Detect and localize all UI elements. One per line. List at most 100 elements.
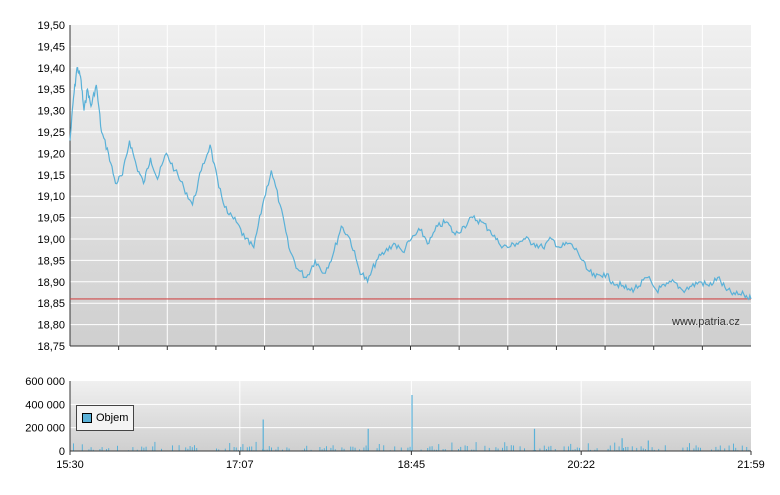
legend-label: Objem bbox=[96, 412, 129, 424]
price-panel: 19,50 19,45 19,40 19,35 19,30 19,25 19,20 19,15… bbox=[37, 20, 752, 353]
volume-bar bbox=[282, 449, 283, 451]
price-series-line bbox=[69, 67, 752, 301]
volume-bar bbox=[187, 448, 189, 451]
volume-bar bbox=[594, 449, 596, 451]
volume-bar bbox=[546, 449, 547, 451]
volume-bar bbox=[572, 449, 574, 451]
volume-bar bbox=[319, 447, 321, 451]
volume-bar bbox=[444, 449, 446, 451]
volume-bar bbox=[636, 447, 638, 451]
volume-bar bbox=[277, 446, 279, 451]
volume-bar bbox=[136, 449, 138, 451]
volume-bar bbox=[194, 445, 195, 451]
volume-bar bbox=[359, 449, 360, 451]
volume-bar bbox=[145, 446, 147, 451]
volume-bar bbox=[88, 449, 90, 451]
volume-bar bbox=[513, 445, 514, 451]
volume-bar bbox=[407, 447, 409, 451]
volume-bar bbox=[488, 447, 490, 451]
volume-bar bbox=[631, 446, 633, 451]
volume-bar bbox=[554, 449, 556, 451]
volume-bar bbox=[310, 449, 312, 451]
volume-bar bbox=[548, 446, 550, 451]
volume-bar bbox=[306, 445, 308, 451]
volume-bar bbox=[568, 446, 569, 451]
volume-bar bbox=[141, 446, 143, 451]
volume-bar bbox=[196, 448, 198, 451]
volume-bar bbox=[304, 448, 305, 451]
volume-bar bbox=[543, 445, 545, 451]
volume-bar bbox=[343, 448, 345, 451]
volume-bar bbox=[224, 448, 226, 451]
volume-bar bbox=[717, 449, 719, 451]
volume-y-tick-label: 600 000 bbox=[25, 376, 65, 388]
volume-bar bbox=[363, 447, 365, 451]
volume-bar bbox=[460, 446, 462, 451]
price-y-tick-label: 18,95 bbox=[37, 255, 65, 267]
volume-bar bbox=[350, 446, 352, 451]
price-y-tick-label: 19,20 bbox=[37, 148, 65, 160]
volume-bar bbox=[286, 447, 288, 451]
price-y-tick-label: 18,75 bbox=[37, 341, 65, 353]
price-y-tick-label: 19,10 bbox=[37, 191, 65, 203]
volume-bar bbox=[323, 448, 325, 451]
volume-bar bbox=[607, 448, 609, 451]
volume-bar bbox=[574, 449, 576, 451]
volume-bar bbox=[570, 443, 572, 451]
volume-bar bbox=[700, 447, 701, 451]
volume-panel: 600 000 400 000 200 000 015:30 17:07 18:45 20:… bbox=[25, 376, 765, 471]
volume-bar bbox=[266, 449, 268, 451]
volume-bar bbox=[352, 446, 354, 451]
volume-bar bbox=[185, 447, 187, 451]
volume-bar bbox=[427, 448, 429, 451]
volume-bar bbox=[354, 447, 356, 451]
volume-bar bbox=[576, 447, 578, 451]
volume-bar bbox=[510, 445, 512, 451]
volume-bar bbox=[464, 445, 466, 451]
volume-bar bbox=[506, 446, 508, 451]
price-y-tick-label: 19,05 bbox=[37, 213, 65, 225]
volume-bar bbox=[264, 449, 266, 451]
volume-bar bbox=[471, 449, 473, 451]
volume-bar bbox=[715, 446, 717, 451]
volume-bar bbox=[748, 449, 750, 451]
volume-bar bbox=[590, 449, 591, 451]
volume-y-tick-label: 200 000 bbox=[25, 423, 65, 435]
volume-spike-bar bbox=[367, 428, 369, 451]
volume-bar bbox=[563, 446, 565, 451]
volume-bar bbox=[451, 442, 453, 451]
volume-plot-area bbox=[70, 381, 751, 451]
volume-bar bbox=[550, 445, 552, 451]
volume-bar bbox=[271, 447, 272, 451]
volume-bar bbox=[178, 445, 180, 451]
volume-bar bbox=[442, 449, 444, 451]
volume-bar bbox=[711, 449, 712, 451]
price-y-tick-label: 18,85 bbox=[37, 298, 65, 310]
volume-bar bbox=[334, 449, 336, 451]
volume-bar bbox=[579, 447, 580, 451]
volume-bar bbox=[524, 448, 525, 451]
x-tick-label: 17:07 bbox=[226, 459, 254, 471]
volume-bar bbox=[682, 447, 684, 451]
volume-bar bbox=[458, 449, 459, 451]
volume-bar bbox=[658, 448, 660, 451]
volume-bar bbox=[735, 447, 737, 451]
volume-bar bbox=[218, 449, 220, 451]
volume-bar bbox=[475, 442, 477, 451]
volume-bar bbox=[697, 447, 699, 451]
volume-bar bbox=[640, 446, 642, 451]
volume-bar bbox=[90, 447, 92, 451]
volume-bar bbox=[539, 448, 541, 451]
price-y-tick-label: 19,25 bbox=[37, 127, 65, 139]
volume-bar bbox=[341, 447, 343, 451]
volume-bar bbox=[433, 449, 435, 451]
volume-bar bbox=[189, 446, 191, 451]
price-y-tick-label: 19,15 bbox=[37, 170, 65, 182]
price-y-tick-label: 19,30 bbox=[37, 106, 65, 118]
volume-bar bbox=[466, 446, 468, 451]
volume-bar bbox=[383, 445, 385, 451]
volume-bar bbox=[618, 446, 620, 451]
volume-bar bbox=[409, 446, 411, 451]
volume-bar bbox=[288, 448, 290, 451]
volume-bar bbox=[693, 448, 695, 451]
